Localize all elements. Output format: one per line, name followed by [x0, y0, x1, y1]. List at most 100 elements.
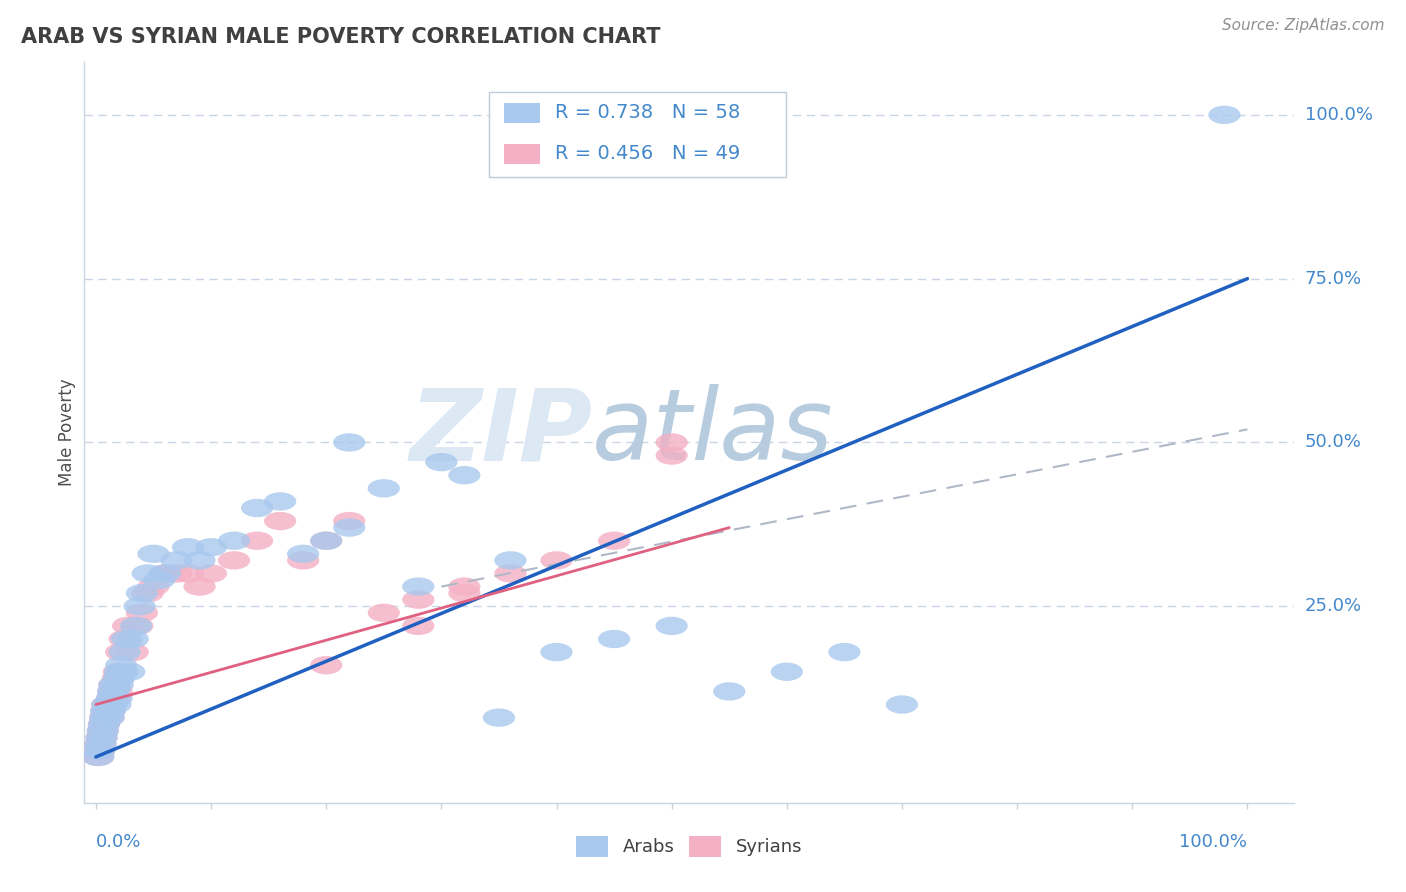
- Ellipse shape: [218, 551, 250, 570]
- Ellipse shape: [311, 656, 342, 674]
- Ellipse shape: [84, 735, 117, 753]
- Ellipse shape: [540, 551, 572, 570]
- Ellipse shape: [482, 708, 515, 727]
- Ellipse shape: [713, 682, 745, 700]
- Ellipse shape: [886, 696, 918, 714]
- Ellipse shape: [1208, 105, 1240, 124]
- Ellipse shape: [449, 466, 481, 484]
- Ellipse shape: [89, 708, 121, 727]
- Ellipse shape: [117, 643, 149, 661]
- Ellipse shape: [828, 643, 860, 661]
- Text: 75.0%: 75.0%: [1305, 269, 1362, 287]
- Ellipse shape: [104, 663, 136, 681]
- Ellipse shape: [94, 702, 125, 720]
- Ellipse shape: [311, 532, 342, 549]
- Ellipse shape: [96, 689, 128, 707]
- Ellipse shape: [402, 616, 434, 635]
- Text: Source: ZipAtlas.com: Source: ZipAtlas.com: [1222, 18, 1385, 33]
- Ellipse shape: [101, 676, 134, 694]
- Ellipse shape: [94, 702, 125, 720]
- Ellipse shape: [120, 616, 152, 635]
- Ellipse shape: [287, 551, 319, 570]
- Ellipse shape: [90, 702, 122, 720]
- Ellipse shape: [94, 696, 127, 714]
- Ellipse shape: [108, 643, 141, 661]
- Ellipse shape: [105, 643, 138, 661]
- Ellipse shape: [101, 669, 134, 688]
- Ellipse shape: [540, 643, 572, 661]
- Ellipse shape: [425, 453, 457, 471]
- Ellipse shape: [367, 604, 399, 622]
- Ellipse shape: [86, 728, 118, 747]
- Ellipse shape: [333, 512, 366, 530]
- Ellipse shape: [107, 663, 138, 681]
- Ellipse shape: [108, 630, 141, 648]
- Ellipse shape: [91, 696, 124, 714]
- Ellipse shape: [100, 682, 132, 700]
- Text: ARAB VS SYRIAN MALE POVERTY CORRELATION CHART: ARAB VS SYRIAN MALE POVERTY CORRELATION …: [21, 27, 661, 46]
- Ellipse shape: [98, 676, 131, 694]
- Text: R = 0.456   N = 49: R = 0.456 N = 49: [555, 144, 740, 163]
- Ellipse shape: [598, 532, 630, 549]
- Ellipse shape: [96, 689, 128, 707]
- FancyBboxPatch shape: [503, 103, 540, 123]
- Ellipse shape: [90, 702, 122, 720]
- Ellipse shape: [83, 741, 115, 760]
- Ellipse shape: [132, 584, 165, 602]
- Ellipse shape: [655, 616, 688, 635]
- Ellipse shape: [112, 663, 145, 681]
- Ellipse shape: [333, 434, 366, 451]
- Ellipse shape: [287, 545, 319, 563]
- Ellipse shape: [87, 722, 120, 739]
- Ellipse shape: [103, 663, 135, 681]
- Ellipse shape: [143, 571, 176, 590]
- Ellipse shape: [100, 689, 132, 707]
- Ellipse shape: [87, 722, 120, 739]
- Ellipse shape: [264, 492, 297, 510]
- Ellipse shape: [138, 545, 170, 563]
- Ellipse shape: [93, 708, 125, 727]
- Ellipse shape: [655, 446, 688, 465]
- Ellipse shape: [138, 577, 170, 596]
- Ellipse shape: [105, 656, 138, 674]
- Ellipse shape: [311, 532, 342, 549]
- Ellipse shape: [770, 663, 803, 681]
- Ellipse shape: [183, 577, 215, 596]
- Ellipse shape: [112, 616, 145, 635]
- Ellipse shape: [125, 604, 157, 622]
- Text: R = 0.738   N = 58: R = 0.738 N = 58: [555, 103, 740, 122]
- Text: 100.0%: 100.0%: [1305, 106, 1372, 124]
- Ellipse shape: [598, 630, 630, 648]
- Ellipse shape: [98, 676, 131, 694]
- Ellipse shape: [172, 538, 204, 557]
- Ellipse shape: [160, 551, 193, 570]
- Ellipse shape: [402, 591, 434, 609]
- Ellipse shape: [449, 584, 481, 602]
- Ellipse shape: [149, 565, 181, 582]
- Ellipse shape: [97, 682, 129, 700]
- Ellipse shape: [89, 708, 121, 727]
- Ellipse shape: [86, 728, 118, 747]
- Ellipse shape: [93, 708, 125, 727]
- Ellipse shape: [103, 669, 135, 688]
- Ellipse shape: [195, 565, 228, 582]
- Ellipse shape: [367, 479, 399, 498]
- Ellipse shape: [172, 565, 204, 582]
- Ellipse shape: [82, 747, 114, 766]
- Ellipse shape: [495, 565, 527, 582]
- Ellipse shape: [160, 565, 193, 582]
- Ellipse shape: [111, 630, 143, 648]
- Ellipse shape: [83, 741, 115, 760]
- Ellipse shape: [240, 499, 273, 517]
- Ellipse shape: [195, 538, 228, 557]
- Ellipse shape: [655, 434, 688, 451]
- Ellipse shape: [87, 715, 120, 733]
- Ellipse shape: [84, 735, 117, 753]
- Ellipse shape: [333, 518, 366, 537]
- Ellipse shape: [94, 696, 127, 714]
- Ellipse shape: [97, 682, 129, 700]
- Ellipse shape: [87, 715, 120, 733]
- Text: 100.0%: 100.0%: [1180, 833, 1247, 851]
- Ellipse shape: [82, 747, 114, 766]
- Ellipse shape: [240, 532, 273, 549]
